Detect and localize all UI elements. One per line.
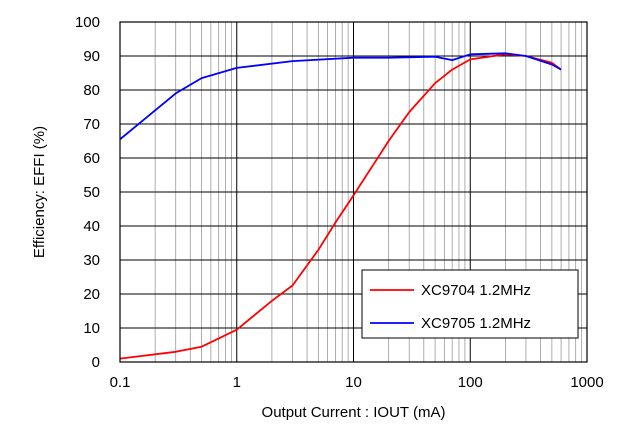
y-tick-label: 20	[83, 286, 100, 303]
y-tick-label: 30	[83, 252, 100, 269]
series-line-2	[119, 52, 562, 140]
legend: XC9704 1.2MHz XC9705 1.2MHz	[361, 269, 579, 339]
series-layer	[119, 52, 562, 360]
y-tick-label: 10	[83, 320, 100, 337]
y-tick-label: 80	[83, 82, 100, 99]
y-axis-title: Efficiency: EFFI (%)	[31, 126, 48, 258]
y-tick-label: 50	[83, 184, 100, 201]
legend-label-1: XC9704 1.2MHz	[421, 282, 531, 299]
x-tick-label: 1000	[570, 374, 603, 391]
legend-label-2: XC9705 1.2MHz	[421, 315, 531, 332]
x-tick-labels: 0.1 1 10 100 1000	[110, 374, 604, 391]
x-tick-label: 1	[233, 374, 241, 391]
y-tick-label: 40	[83, 218, 100, 235]
x-tick-label: 10	[345, 374, 362, 391]
y-tick-label: 60	[83, 150, 100, 167]
x-tick-label: 0.1	[110, 374, 131, 391]
plot-frame	[119, 21, 588, 363]
legend-box	[361, 269, 579, 339]
y-tick-label: 90	[83, 48, 100, 65]
y-tick-label: 100	[75, 14, 100, 31]
y-tick-labels: 0 10 20 30 40 50 60 70 80 90 100	[75, 14, 100, 371]
x-tick-label: 100	[458, 374, 483, 391]
y-tick-label: 70	[83, 116, 100, 133]
x-axis-title: Output Current : IOUT (mA)	[262, 404, 446, 421]
y-tick-label: 0	[92, 354, 100, 371]
